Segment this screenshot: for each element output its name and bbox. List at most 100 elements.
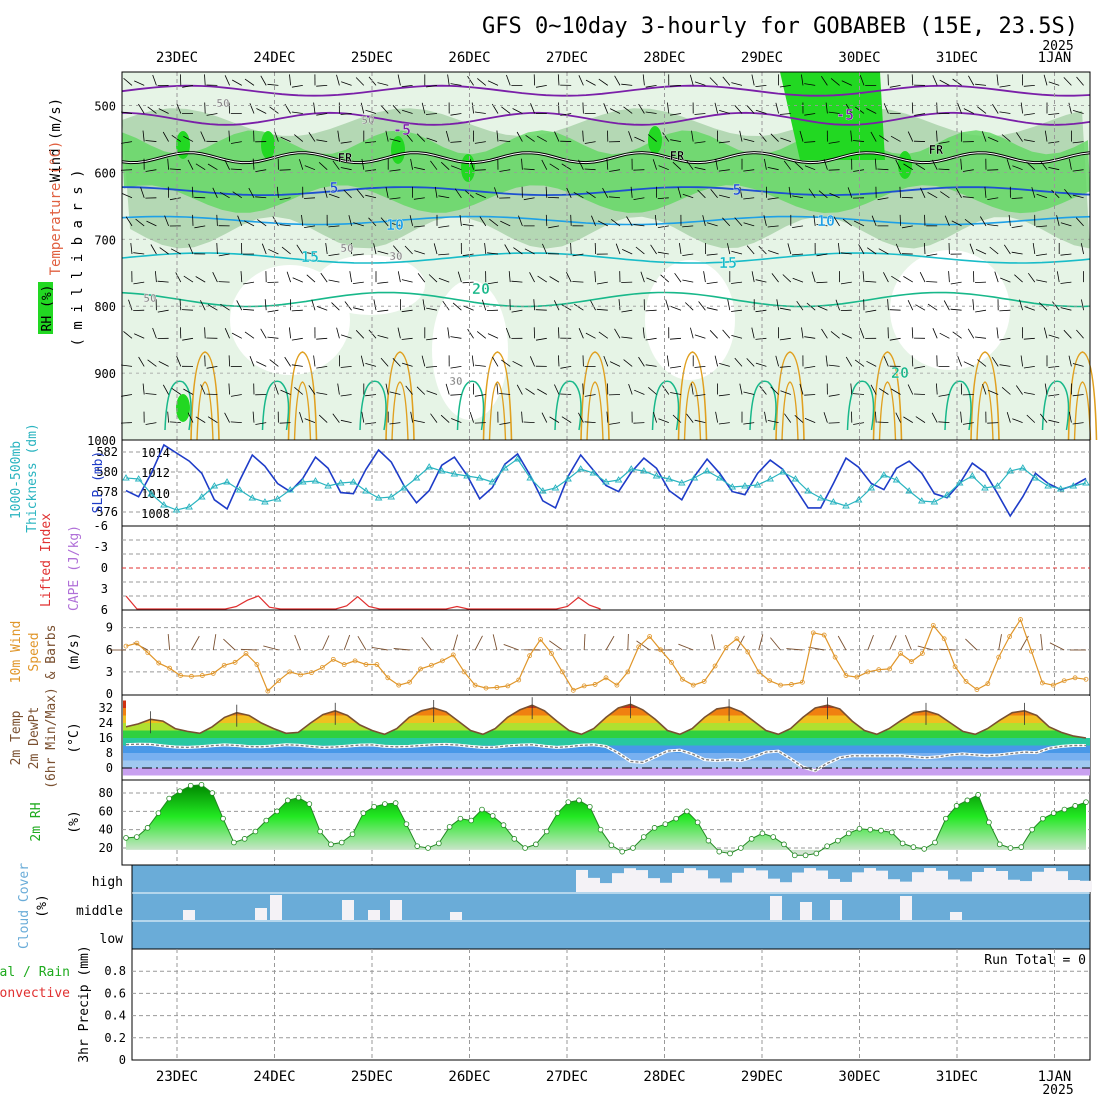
wind-barb: [205, 355, 206, 366]
y-tick-label: 40: [99, 823, 113, 837]
rh-marker: [889, 830, 894, 835]
run-total: Run Total = 0: [984, 953, 1086, 968]
high-cloud-bar: [768, 879, 780, 892]
wind-10m-barb: [628, 634, 629, 650]
upper-air-ylabels: Wind (m/s) Temperature (°C) RH (%) ( m i…: [38, 98, 86, 347]
rh-marker: [555, 811, 560, 816]
y-tick-label: 0: [106, 761, 113, 775]
ylabel-rh: RH (%): [40, 285, 55, 332]
y-tick-label: 20: [99, 841, 113, 855]
high-cloud-bar: [972, 872, 984, 892]
high-cloud-bar: [816, 871, 828, 892]
rh-marker: [825, 844, 830, 849]
ylabel-temp2m-b: 2m DewPt: [27, 707, 42, 770]
rh-marker: [814, 851, 819, 856]
ylabel-temp2m-a: 2m Temp: [9, 710, 24, 765]
rh-marker: [836, 838, 841, 843]
rh-marker: [1062, 807, 1067, 812]
contour-label: 5: [329, 179, 338, 197]
high-cloud-bar: [1020, 881, 1032, 892]
ylabel-cloud-units: (%): [35, 894, 50, 917]
cloud-level-middle: middle: [76, 904, 123, 919]
high-cloud-bar: [984, 868, 996, 892]
rh-marker: [458, 816, 463, 821]
rh-marker: [188, 783, 193, 788]
middle-cloud-bar: [390, 900, 402, 920]
high-cloud-bar: [996, 871, 1008, 892]
ylabel-millibars: ( m i l l i b a r s ): [70, 169, 86, 346]
high-cloud-bar: [876, 871, 888, 892]
rh-marker: [210, 791, 215, 796]
wind-barb: [900, 215, 901, 226]
rh-marker: [307, 802, 312, 807]
y-tick-label: 8: [106, 746, 113, 760]
y-tick-label: 1014: [141, 446, 170, 460]
top-date-label: 31DEC: [936, 50, 978, 66]
y-tick-label: 0: [106, 687, 113, 701]
bottom-date-label: 23DEC: [156, 1069, 198, 1085]
top-date-label: 30DEC: [838, 50, 880, 66]
ylabel-li: Lifted Index: [39, 513, 54, 607]
high-cloud-bar: [1044, 868, 1056, 892]
high-cloud-bar: [720, 883, 732, 892]
rh-marker: [275, 809, 280, 814]
rh-marker: [782, 842, 787, 847]
contour-label: 30: [389, 250, 402, 263]
ylabel-thickness-b: Thickness (dm): [25, 423, 40, 533]
high-cloud-bar: [864, 868, 876, 892]
middle-cloud-bar: [950, 912, 962, 920]
contour-label: FR: [670, 149, 685, 163]
high-cloud-bar: [792, 873, 804, 892]
y-tick-label: 3: [106, 665, 113, 679]
wind-barb: [937, 103, 938, 114]
rh-marker: [480, 807, 485, 812]
y-tick-label: 9: [106, 621, 113, 635]
high-cloud-bar: [960, 881, 972, 892]
ylabel-precip-total: Total / Rain: [0, 965, 70, 980]
contour-label: 50: [361, 114, 374, 127]
temperature-band: [123, 731, 1090, 739]
rh-marker: [609, 843, 614, 848]
rh-marker: [447, 825, 452, 830]
ylabel-cloud: Cloud Cover: [17, 863, 32, 949]
rh-marker: [684, 809, 689, 814]
wind-barb: [633, 170, 644, 171]
rh-marker: [846, 831, 851, 836]
high-cloud-bar: [1032, 872, 1044, 892]
y-tick-label: 1010: [141, 487, 170, 501]
wind-barb: [571, 215, 572, 226]
rh-marker: [868, 827, 873, 832]
wind-barb: [912, 103, 913, 114]
high-cloud-bar: [636, 870, 648, 892]
rh-marker: [674, 816, 679, 821]
rh-dry-pocket: [645, 260, 735, 380]
high-cloud-bar: [600, 883, 612, 892]
y-tick-label: -3: [94, 540, 108, 554]
rh-marker: [976, 792, 981, 797]
rh-marker: [426, 846, 431, 851]
cloud-level-high: high: [92, 875, 123, 890]
rh-marker: [749, 836, 754, 841]
rh-marker: [178, 789, 183, 794]
high-cloud-bar: [936, 871, 948, 892]
bottom-date-label: 27DEC: [546, 1069, 588, 1085]
ylabel-wind10-a: 10m Wind: [9, 621, 24, 684]
temperature-band: [123, 761, 1090, 769]
y-tick-label: 0.4: [104, 1009, 126, 1023]
rh-marker: [641, 835, 646, 840]
rh-marker: [987, 820, 992, 825]
rh-marker: [857, 826, 862, 831]
high-cloud-bar: [888, 879, 900, 892]
high-cloud-bar: [624, 868, 636, 892]
middle-cloud-bar: [900, 896, 912, 920]
bottom-date-label: 26DEC: [448, 1069, 490, 1085]
top-date-label: 1JAN: [1038, 50, 1072, 66]
high-cloud-bar: [648, 878, 660, 892]
y-tick-label: 1012: [141, 466, 170, 480]
bottom-date-label: 24DEC: [253, 1069, 295, 1085]
high-cloud-bar: [708, 878, 720, 892]
